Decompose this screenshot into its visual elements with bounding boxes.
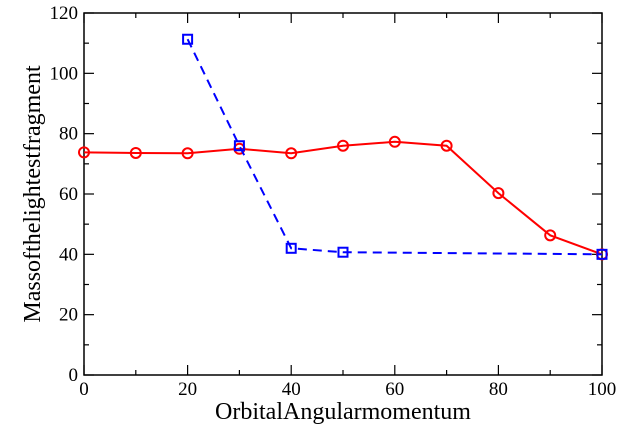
series-line xyxy=(186,38,603,256)
data-point-square xyxy=(285,242,297,254)
y-tick-label: 0 xyxy=(69,365,79,386)
data-point-square xyxy=(337,246,349,258)
y-tick-label: 80 xyxy=(59,124,78,145)
plot-frame xyxy=(83,12,603,376)
data-point-circle xyxy=(181,147,194,160)
x-axis-title: OrbitalAngularmomentum xyxy=(215,399,471,425)
series-2 xyxy=(182,33,608,260)
y-tick-label: 120 xyxy=(50,3,79,24)
y-axis-title: Massofthelightestfragment xyxy=(20,65,46,323)
data-point-square xyxy=(233,140,245,152)
data-point-circle xyxy=(544,229,557,242)
x-tick-label: 60 xyxy=(385,379,404,400)
y-tick-label: 60 xyxy=(59,184,78,205)
data-point-square xyxy=(596,248,608,260)
y-tick-label: 40 xyxy=(59,244,78,265)
x-tick-label: 20 xyxy=(178,379,197,400)
data-point-circle xyxy=(129,146,142,159)
data-point-circle xyxy=(440,139,453,152)
series-layer xyxy=(78,33,608,261)
data-point-square xyxy=(182,33,194,45)
x-tick-label: 0 xyxy=(79,379,89,400)
data-point-circle xyxy=(285,147,298,160)
data-point-circle xyxy=(492,187,505,200)
x-tick-label: 100 xyxy=(588,379,617,400)
series-1 xyxy=(78,135,608,261)
data-point-circle xyxy=(388,135,401,148)
axis-ticks xyxy=(83,12,603,376)
y-tick-label: 20 xyxy=(59,305,78,326)
x-tick-label: 40 xyxy=(282,379,301,400)
y-tick-label: 100 xyxy=(50,63,79,84)
axis-tick-labels: 0 20 40 60 80 100 0 20 40 60 80 100 120 xyxy=(50,3,617,400)
data-point-circle xyxy=(78,146,90,159)
data-point-circle xyxy=(337,139,349,152)
x-tick-label: 80 xyxy=(489,379,508,400)
series-line xyxy=(83,140,603,256)
